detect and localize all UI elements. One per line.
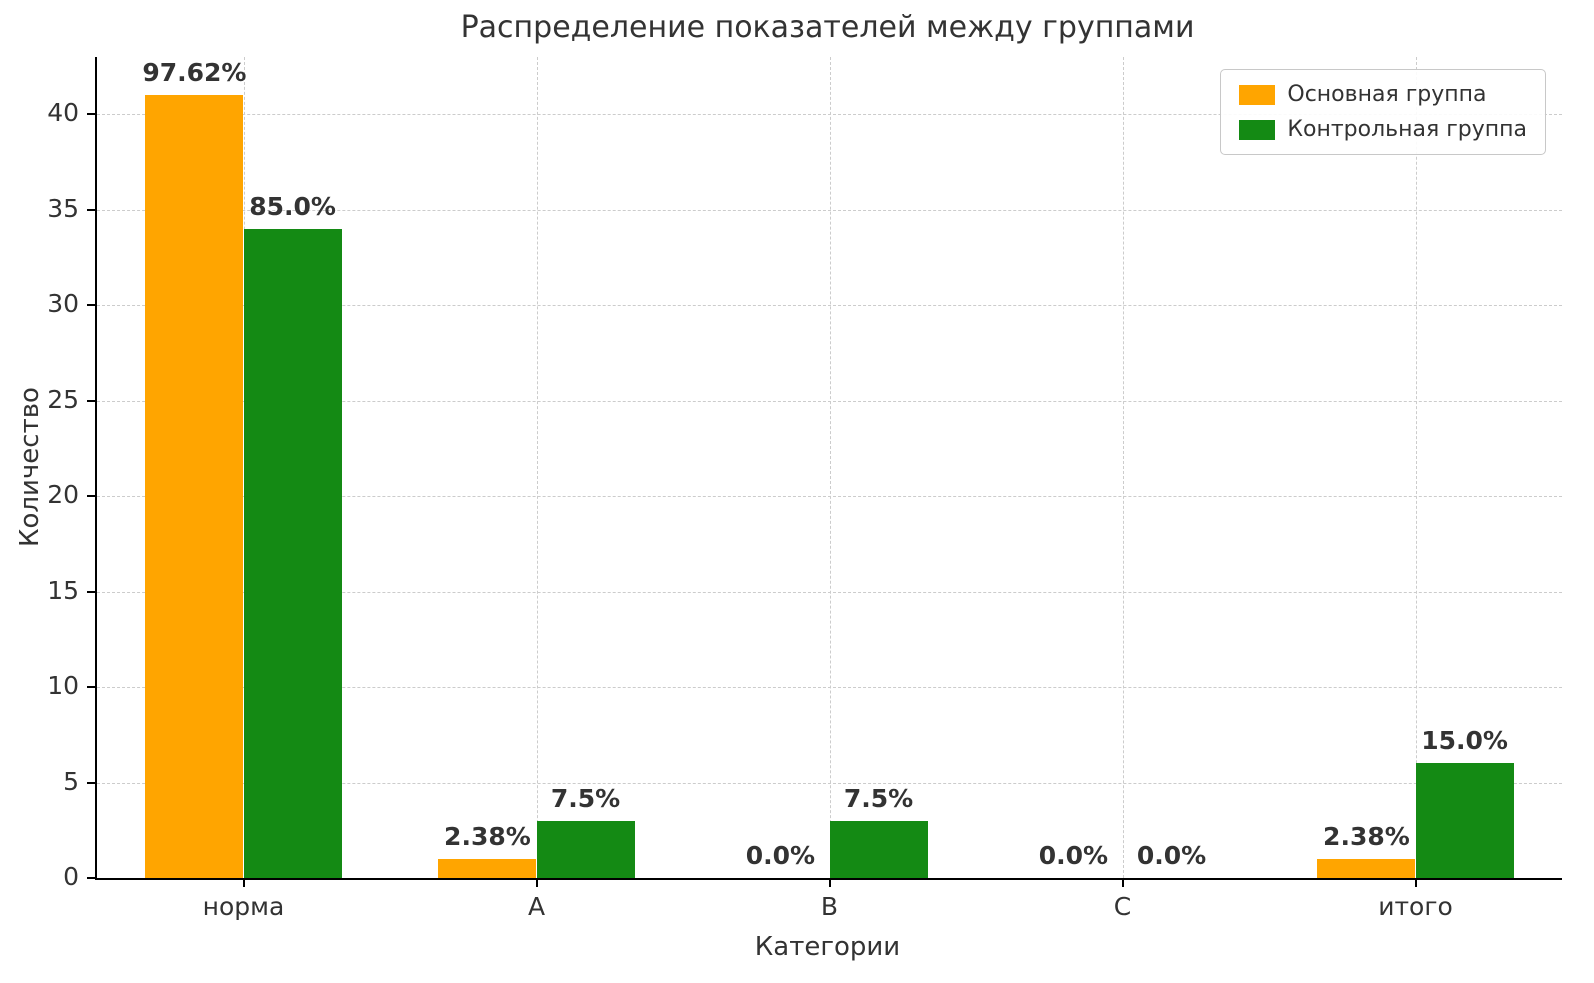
x-tick-mark (1121, 878, 1124, 887)
x-tick-label: A (527, 892, 546, 921)
x-tick-mark (828, 878, 831, 887)
y-tick-label: 0 (63, 862, 79, 891)
y-tick-label: 5 (63, 766, 79, 796)
bar-series1-норма (145, 95, 244, 878)
y-tick-label: 35 (47, 193, 79, 223)
y-tick-mark (87, 781, 96, 784)
x-tick-label: B (820, 892, 839, 921)
y-tick-label: 30 (47, 289, 79, 319)
chart-title: Распределение показателей между группами (460, 10, 1195, 45)
bar-series2-A (536, 820, 635, 878)
bar-series2-норма (243, 228, 342, 878)
bar-value-label: 7.5% (843, 783, 914, 813)
legend-item: Контрольная группа (1239, 117, 1527, 142)
y-tick-mark (87, 495, 96, 498)
y-tick-mark (87, 208, 96, 211)
bar-value-label: 2.38% (1323, 821, 1410, 851)
y-tick-label: 25 (47, 384, 79, 414)
x-tick-label: итого (1378, 892, 1453, 921)
legend-label: Основная группа (1287, 82, 1487, 107)
y-tick-mark (87, 686, 96, 689)
bar-value-label: 85.0% (249, 191, 336, 221)
x-tick-label: норма (202, 892, 285, 921)
y-tick-label: 15 (47, 575, 79, 605)
legend-swatch-icon (1239, 84, 1276, 105)
bar-series1-A (438, 858, 537, 878)
bar-series2-B (829, 820, 928, 878)
legend-swatch-icon (1239, 119, 1276, 140)
x-tick-mark (535, 878, 538, 887)
gridline-vertical (536, 57, 538, 878)
x-axis-label: Категории (754, 932, 901, 962)
bar-series2-итого (1415, 763, 1514, 878)
y-tick-label: 10 (47, 671, 79, 701)
legend-label: Контрольная группа (1287, 117, 1527, 142)
bar-value-label: 0.0% (745, 841, 816, 870)
legend: Основная группа Контрольная группа (1220, 69, 1546, 155)
gridline-vertical (829, 57, 831, 878)
bar-value-label: 7.5% (550, 783, 621, 813)
bar-value-label: 15.0% (1421, 726, 1508, 756)
x-tick-label: C (1113, 892, 1132, 921)
y-tick-mark (87, 113, 96, 116)
y-tick-label: 40 (47, 98, 79, 128)
y-axis-label: Количество (15, 387, 45, 547)
bar-value-label: 2.38% (444, 821, 531, 851)
bar-series1-итого (1317, 858, 1416, 878)
y-tick-label: 20 (47, 480, 79, 510)
gridline-vertical (1122, 57, 1124, 878)
x-tick-mark (242, 878, 245, 887)
bar-value-label: 97.62% (142, 58, 247, 88)
y-tick-mark (87, 304, 96, 307)
bar-value-label: 0.0% (1136, 841, 1207, 870)
y-tick-mark (87, 590, 96, 593)
bar-value-label: 0.0% (1038, 841, 1109, 870)
gridline-vertical (1415, 57, 1417, 878)
y-tick-mark (87, 399, 96, 402)
x-tick-mark (1414, 878, 1417, 887)
legend-item: Основная группа (1239, 82, 1527, 107)
y-tick-mark (87, 877, 96, 879)
